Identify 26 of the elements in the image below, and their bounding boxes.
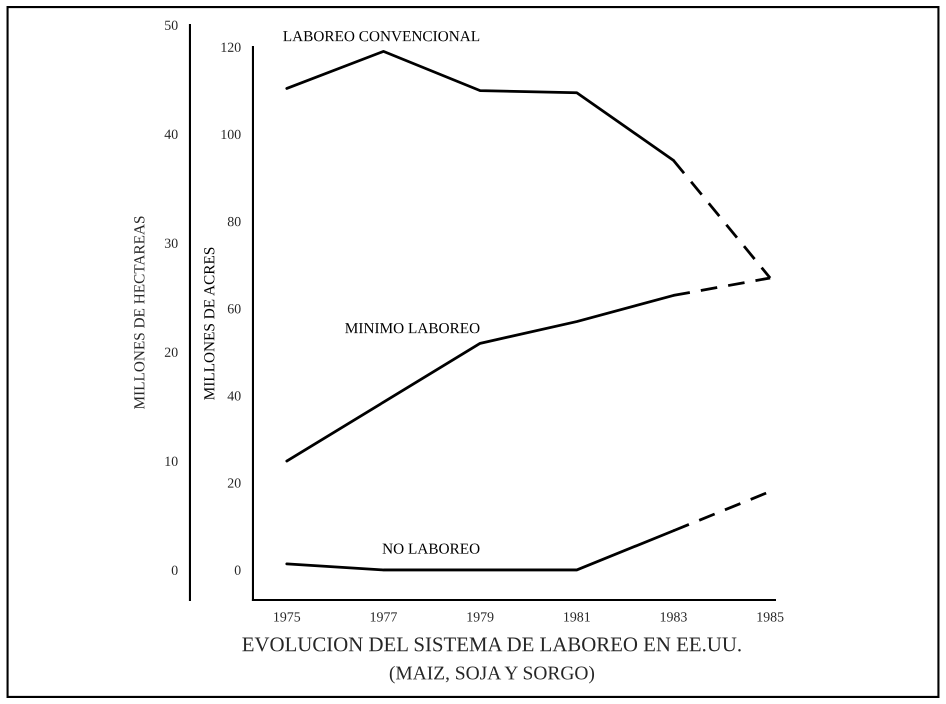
y-tick-label: 40	[228, 391, 241, 401]
x-tick-label: 1977	[370, 612, 397, 622]
text: (MAIZ, SOJA Y SORGO)	[390, 666, 594, 684]
y2-tick-label: 0	[172, 566, 178, 575]
x-tick-label: 1975	[274, 612, 300, 622]
y-tick-label: 0	[234, 566, 241, 575]
y-tick-label: 100	[222, 130, 241, 140]
text: EVOLUCION DEL SISTEMA DE LABOREO EN EE.UU.	[242, 637, 741, 652]
y2-tick-label: 20	[164, 348, 178, 357]
series-label: LABOREO CONVENCIONAL	[283, 31, 480, 42]
series-label: NO LABOREO	[382, 544, 480, 554]
y-tick-label: 60	[228, 304, 241, 314]
y2-tick-label: 30	[164, 238, 178, 248]
y-axis-title: MILLONES DE ACRES	[204, 248, 214, 400]
x-tick-label: 1979	[467, 612, 494, 622]
y2-axis-title: MILLONES DE HECTAREAS	[134, 216, 144, 410]
x-tick-label: 1981	[564, 612, 590, 622]
x-tick-label: 1983	[660, 612, 687, 622]
y2-tick-label: 50	[165, 20, 178, 30]
y2-tick-label: 10	[165, 456, 178, 466]
y-tick-label: 20	[228, 478, 241, 488]
y2-tick-label: 40	[164, 130, 178, 139]
y-tick-label: 120	[222, 42, 241, 52]
y-tick-label: 80	[228, 216, 241, 226]
x-tick-label: 1985	[757, 612, 784, 622]
series-label: MINIMO LABOREO	[345, 323, 480, 334]
